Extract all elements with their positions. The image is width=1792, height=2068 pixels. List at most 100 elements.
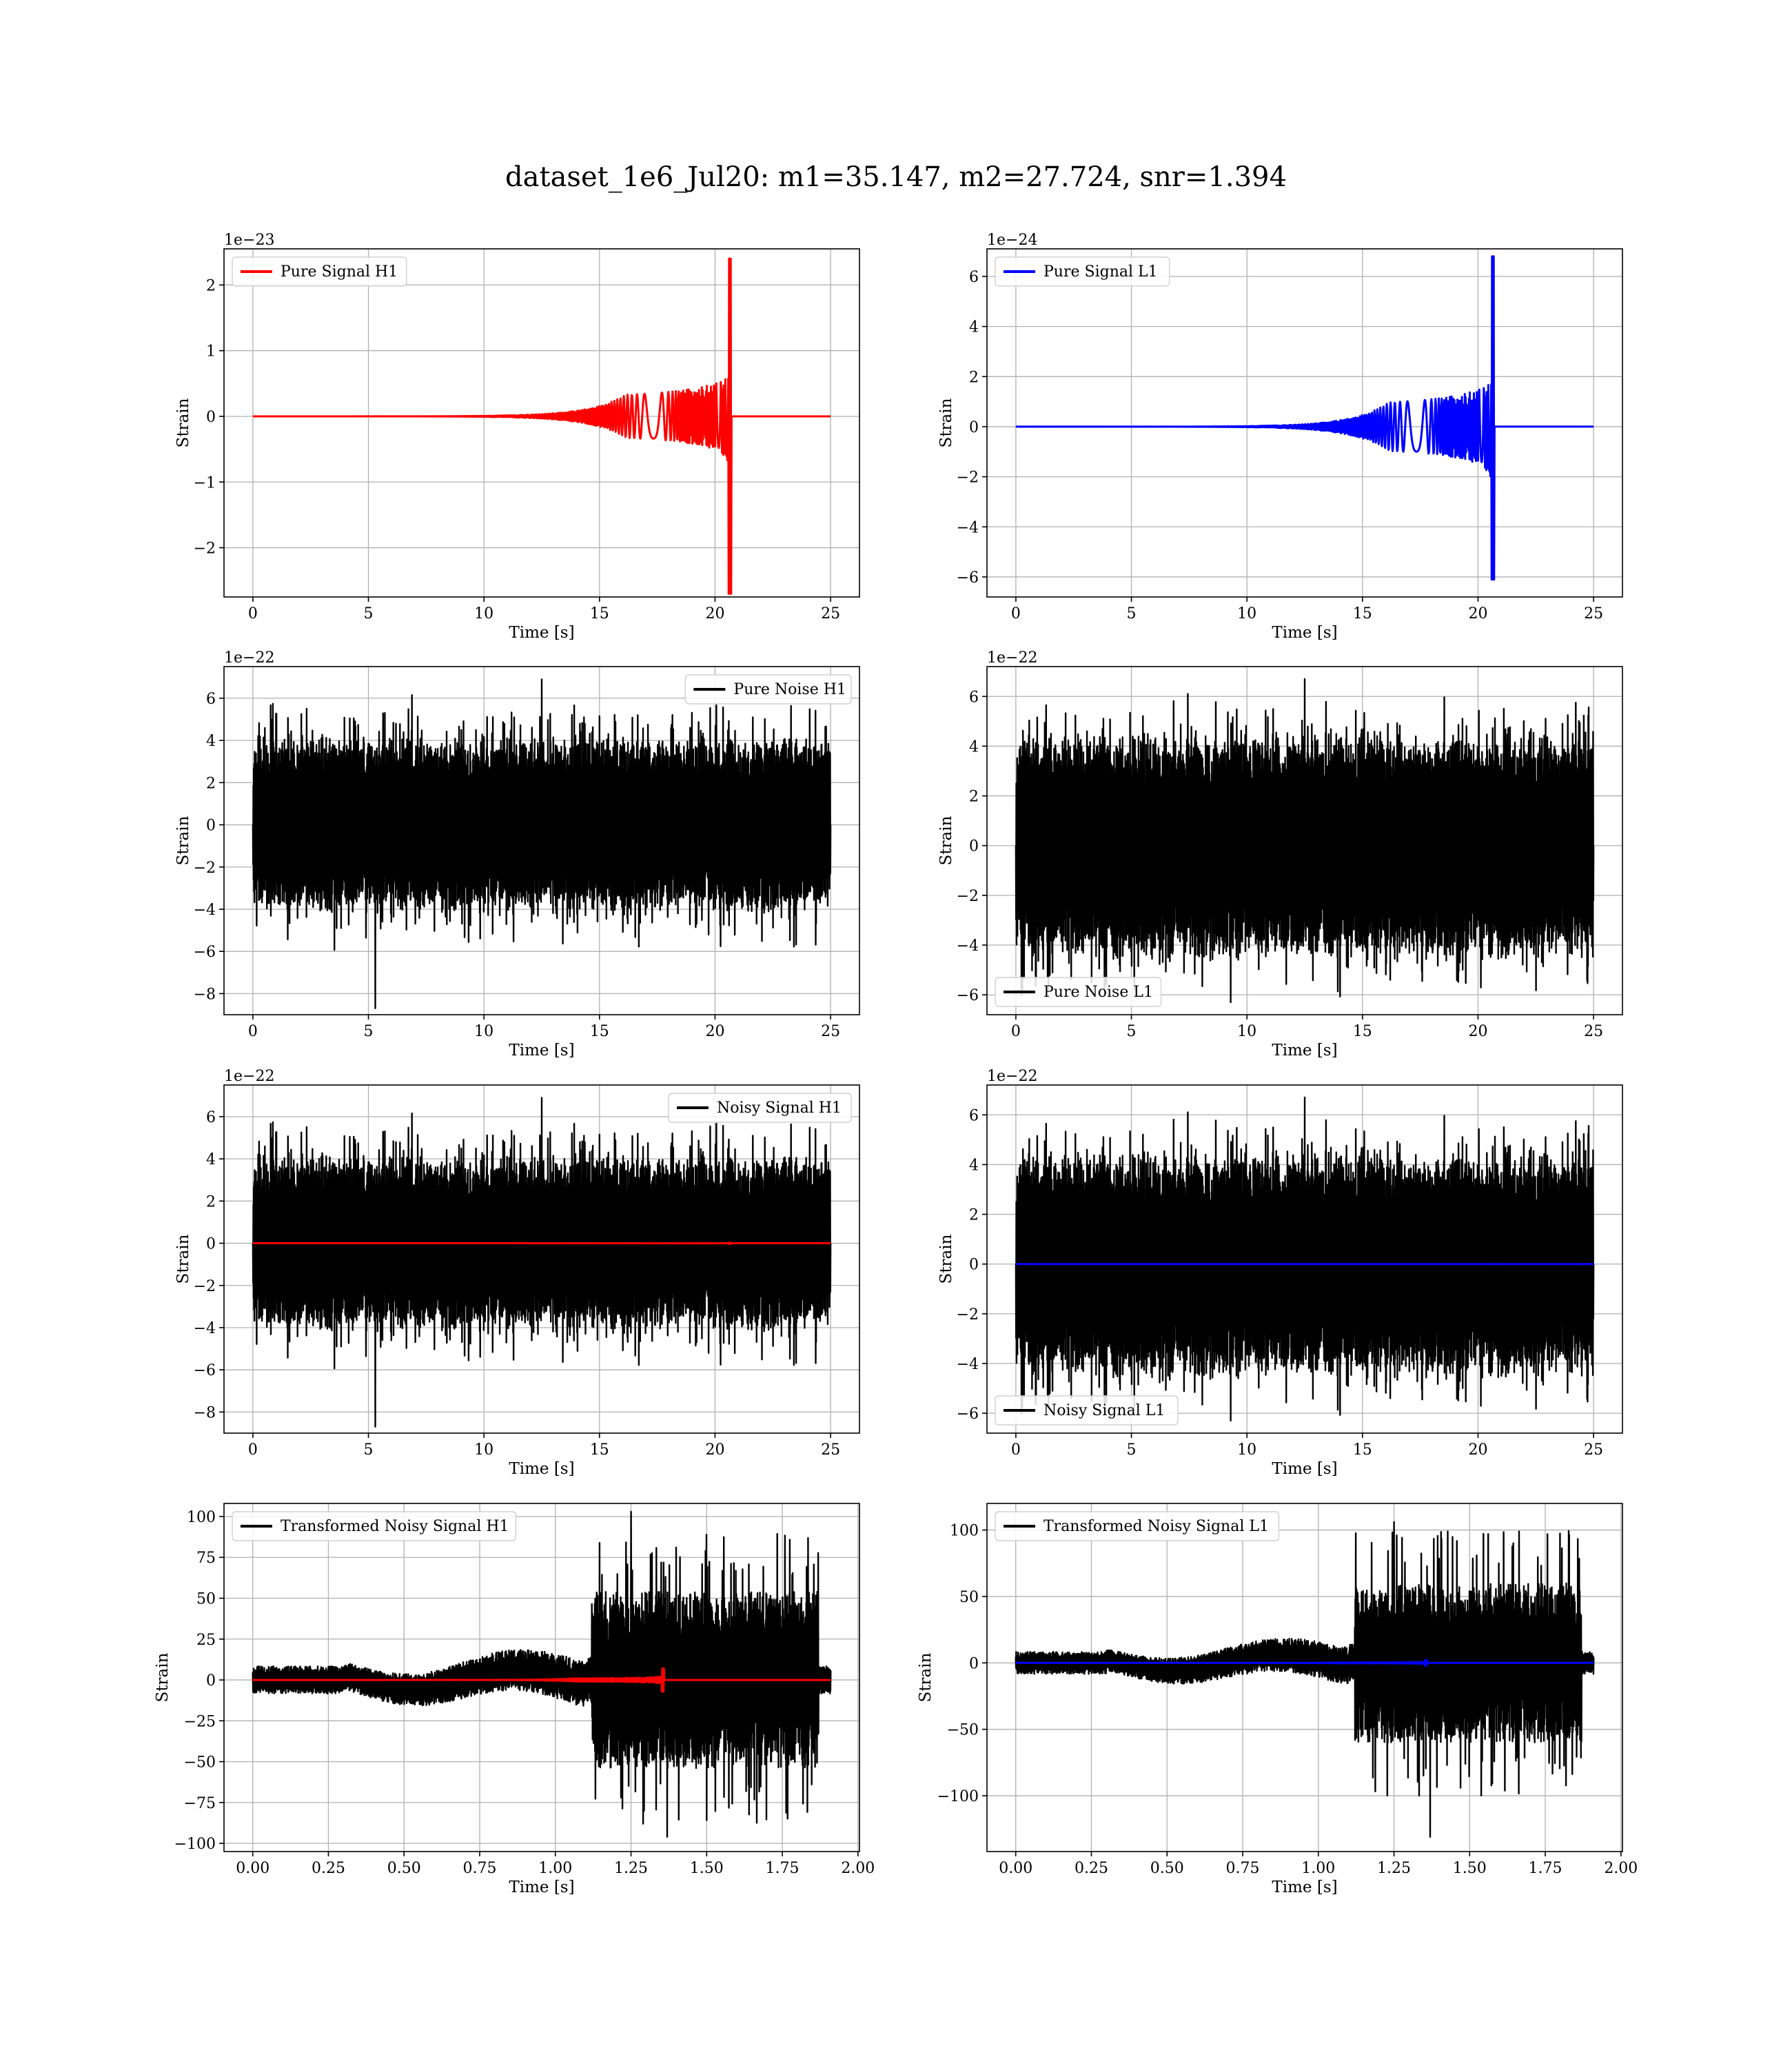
legend-label: Transformed Noisy Signal H1	[281, 1518, 509, 1535]
legend-label: Pure Noise H1	[733, 681, 846, 698]
x-axis-label: Time [s]	[1272, 624, 1337, 642]
subplot-noisy-signal-l1: 0 5 10 15 20 25 −6 −4 −2 0 2 4 6 Time [s] Strain 1e−22 N…	[937, 1068, 1623, 1478]
series-line-pure-signal-h1	[252, 257, 831, 595]
axis-offset-text: 1e−22	[987, 1068, 1037, 1085]
series-line-noisy-signal-h1	[252, 1097, 832, 1428]
y-tick-label: −2	[957, 469, 979, 487]
y-axis-label: Strain	[174, 1234, 192, 1284]
axes-frame	[223, 666, 860, 1015]
series-line-chirp-overlay	[1015, 1659, 1595, 1667]
x-tick-label: 0	[1011, 1441, 1021, 1459]
legend-label: Pure Noise L1	[1043, 984, 1153, 1001]
y-tick-label: 0	[206, 818, 216, 835]
x-tick-label: 5	[1127, 605, 1137, 622]
series-line-transformed-noisy-signal-l1	[1015, 1521, 1595, 1838]
y-axis-label: Strain	[174, 398, 192, 447]
y-tick-label: 0	[969, 838, 979, 855]
y-tick-label: 2	[969, 1207, 979, 1224]
y-tick-label: 2	[206, 277, 216, 294]
y-tick-label: −1	[194, 474, 216, 491]
subplot-pure-noise-h1: 0 5 10 15 20 25 −8 −6 −4 −2 0 2 4 6 Time [s] Strain 1e−2…	[174, 649, 860, 1060]
y-tick-label: 2	[969, 789, 979, 806]
x-tick-label: 20	[705, 1023, 724, 1040]
axis-offset-text: 1e−22	[224, 649, 274, 667]
axes-frame	[986, 666, 1623, 1015]
plot-area	[252, 1097, 832, 1428]
y-axis-label: Strain	[937, 1234, 955, 1284]
x-tick-label: 0	[248, 1023, 258, 1040]
y-tick-label: 50	[196, 1591, 216, 1608]
y-tick-label: 1	[206, 343, 216, 361]
legend-box	[232, 1511, 517, 1541]
y-axis-label: Strain	[917, 1652, 935, 1702]
y-tick-label: 4	[969, 1157, 979, 1174]
x-tick-label: 0.00	[999, 1860, 1032, 1877]
y-tick-label: 0	[206, 409, 216, 426]
subplot-transformed-l1: 0.00 0.25 0.50 0.75 1.00 1.25 1.50 1.75 2.00 −100…	[917, 1503, 1638, 1896]
series-line-chirp-overlay	[252, 1241, 831, 1245]
x-tick-label: 2.00	[841, 1860, 875, 1877]
x-tick-label: 0	[1011, 605, 1021, 622]
legend-box	[995, 1511, 1280, 1541]
legend: Pure Signal L1	[995, 256, 1170, 287]
x-tick-label: 5	[1127, 1441, 1137, 1459]
legend-box	[684, 674, 852, 704]
y-tick-label: 2	[206, 1193, 216, 1210]
x-tick-label: 0.50	[1150, 1860, 1184, 1877]
x-tick-label: 20	[1468, 1441, 1487, 1459]
series-line-noisy-signal-l1	[1015, 1096, 1595, 1422]
x-tick-label: 15	[1353, 1023, 1372, 1040]
axis-offset-text: 1e−22	[224, 1068, 274, 1085]
legend: Pure Noise H1	[684, 674, 852, 704]
y-tick-label: 6	[206, 1109, 216, 1126]
legend: Pure Signal H1	[232, 256, 407, 287]
y-tick-label: −6	[194, 944, 216, 961]
y-tick-label: 100	[187, 1509, 216, 1526]
legend: Pure Noise L1	[995, 977, 1162, 1007]
y-tick-label: 0	[969, 419, 979, 436]
x-tick-label: 20	[1468, 605, 1487, 622]
legend: Noisy Signal L1	[995, 1395, 1179, 1426]
legend-label: Noisy Signal H1	[717, 1099, 842, 1117]
y-axis-label: Strain	[937, 815, 955, 865]
plot-area	[1015, 1096, 1595, 1422]
y-tick-label: 100	[950, 1523, 979, 1540]
y-tick-label: 6	[969, 269, 979, 286]
x-tick-label: 20	[705, 605, 724, 622]
x-tick-label: 1.75	[1529, 1860, 1562, 1877]
plot-area	[1015, 1521, 1595, 1838]
x-tick-label: 5	[364, 1023, 374, 1040]
y-tick-label: 25	[196, 1632, 216, 1649]
y-tick-label: 2	[206, 775, 216, 792]
y-tick-label: −8	[194, 986, 216, 1003]
x-tick-label: 25	[1584, 605, 1603, 622]
axes-frame	[223, 248, 860, 598]
x-axis-label: Time [s]	[1272, 1460, 1337, 1478]
x-tick-label: 1.75	[766, 1860, 800, 1877]
x-tick-label: 0	[1011, 1023, 1021, 1040]
y-tick-label: −2	[957, 1306, 979, 1324]
x-tick-label: 25	[821, 1441, 840, 1459]
x-tick-label: 0.75	[463, 1860, 497, 1877]
y-tick-label: −2	[194, 860, 216, 877]
x-tick-label: 10	[474, 1023, 493, 1040]
y-tick-label: 0	[969, 1257, 979, 1274]
x-tick-label: 20	[705, 1441, 724, 1459]
series-line-chirp-overlay	[252, 1667, 832, 1693]
legend-label: Transformed Noisy Signal L1	[1043, 1518, 1269, 1535]
y-tick-label: −25	[184, 1713, 216, 1730]
x-tick-label: 25	[1584, 1023, 1603, 1040]
legend: Noisy Signal H1	[668, 1093, 852, 1123]
y-tick-label: 4	[969, 319, 979, 336]
x-tick-label: 2.00	[1604, 1860, 1638, 1877]
legend-box	[995, 256, 1170, 287]
y-tick-label: 0	[969, 1655, 979, 1672]
plot-area	[252, 678, 832, 1009]
y-tick-label: −4	[957, 519, 979, 536]
x-tick-label: 10	[1237, 1023, 1256, 1040]
legend: Transformed Noisy Signal H1	[232, 1511, 517, 1541]
y-tick-label: 2	[969, 369, 979, 386]
y-tick-label: −6	[194, 1362, 216, 1379]
axes-frame	[986, 248, 1623, 598]
subplot-pure-signal-l1: 0 5 10 15 20 25 −6 −4 −2 0 2 4 6 Time [s] Strain 1e−24 P…	[937, 232, 1623, 642]
